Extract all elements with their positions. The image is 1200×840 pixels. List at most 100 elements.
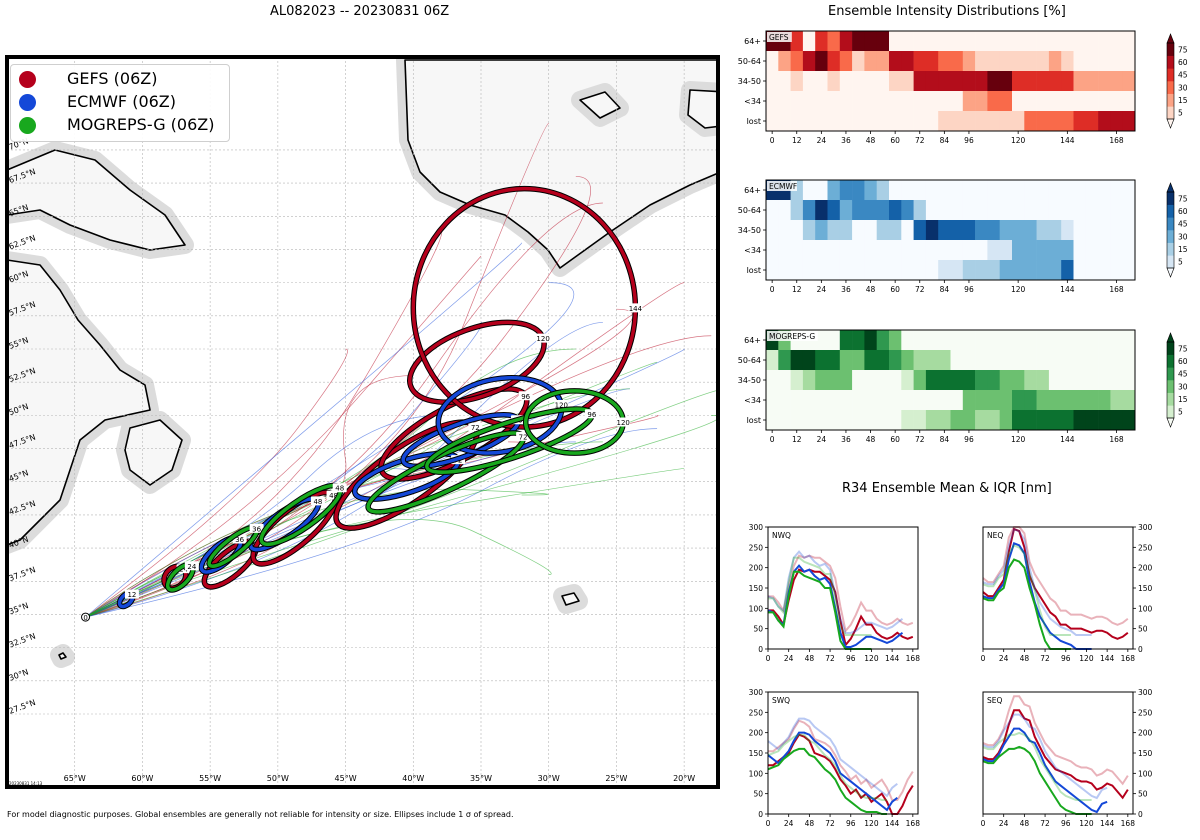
heat-cell — [1012, 390, 1025, 411]
ellipse-label-bg — [536, 333, 551, 343]
heat-cell — [790, 390, 804, 411]
x-tick-label: 168 — [1121, 819, 1136, 828]
heat-cell — [962, 51, 976, 72]
heat-cell — [975, 91, 988, 112]
y-tick-label: 300 — [1138, 523, 1153, 532]
ellipse-label-bg — [616, 417, 631, 427]
heat-cell — [802, 200, 816, 221]
colorbar-tick-label: 5 — [1178, 408, 1183, 417]
heat-cell — [1061, 220, 1074, 241]
heat-cell — [876, 260, 890, 281]
r34-chart-swq: SWQ 0 24 48 72 96 120 144 168 0 50 100 150 200 250 300 — [749, 688, 921, 828]
heat-cell — [975, 410, 988, 431]
heat-cell — [950, 260, 964, 281]
heat-cell — [889, 240, 902, 261]
colorbar-top-arrow — [1166, 33, 1175, 44]
y-tick-label: 200 — [749, 729, 764, 738]
y-tick-label: 250 — [749, 708, 764, 717]
x-tick-label: 0 — [770, 136, 775, 145]
heat-cell — [1098, 51, 1111, 72]
legend-marker — [19, 94, 36, 111]
heat-cell — [790, 220, 804, 241]
heat-cell — [827, 260, 841, 281]
member-track-gefs — [85, 375, 414, 618]
heat-cell — [802, 31, 816, 52]
heat-cell — [1048, 350, 1062, 371]
heat-cell — [1024, 111, 1037, 132]
heat-cell — [889, 51, 902, 72]
x-tick-label: 24 — [784, 819, 794, 828]
ellipse-label-bg — [554, 400, 569, 410]
colorbar-tick-label: 15 — [1178, 245, 1188, 254]
heatmap-tag-bg — [767, 32, 792, 42]
heat-cell — [889, 111, 902, 132]
x-tick-label: 84 — [940, 435, 950, 444]
colorbar-segment — [1167, 93, 1174, 107]
ellipse-label-ecmwf-48: 48 — [313, 498, 322, 506]
colorbar-tick-label: 45 — [1178, 71, 1188, 80]
heat-cell — [925, 180, 939, 201]
r34-bg — [983, 527, 1133, 649]
heat-cell — [889, 220, 902, 241]
heat-cell — [1036, 200, 1050, 221]
heat-cell — [1122, 410, 1136, 431]
heat-cell — [925, 51, 939, 72]
y-tick-label: 100 — [1138, 604, 1153, 613]
legend-item-mogreps: MOGREPS-G (06Z) — [19, 115, 224, 137]
colorbar-tick-label: 75 — [1178, 194, 1188, 203]
heat-cell — [1098, 390, 1111, 411]
row-label: lost — [747, 117, 761, 126]
legend-marker — [19, 71, 36, 88]
heat-cell — [975, 51, 988, 72]
heat-cell — [864, 91, 877, 112]
y-tick-label: 50 — [753, 790, 763, 799]
y-tick-label: 300 — [1138, 688, 1153, 697]
heat-cell — [1073, 180, 1087, 201]
ellipse-label-mogreps-72: 72 — [519, 433, 528, 441]
r34-iqr-ecmwf — [982, 527, 1092, 636]
heat-cell — [1024, 71, 1037, 92]
heat-cell — [938, 51, 951, 72]
ellipse-label-gefs-72: 72 — [471, 424, 480, 432]
heat-cell — [1036, 31, 1050, 52]
x-tick-label: 144 — [1100, 654, 1115, 663]
heat-cell — [766, 200, 779, 221]
heat-cell — [802, 111, 816, 132]
heat-cell — [1048, 31, 1062, 52]
heatmap-gefs: GEFS 64+ 50-64 34-50 <34 lost 0 12 24 36 48 60 72 84 9… — [738, 30, 1188, 145]
heat-cell — [975, 71, 988, 92]
colorbar-segment — [1167, 106, 1174, 120]
heat-cell — [938, 350, 951, 371]
heat-cell — [1073, 390, 1087, 411]
heat-cell — [1061, 240, 1074, 261]
heat-cell — [766, 410, 779, 431]
ellipse-label-ecmwf-36: 36 — [235, 536, 244, 544]
colorbar-frame — [1166, 191, 1175, 269]
x-tick-label: 96 — [1061, 819, 1071, 828]
heat-cell — [1122, 260, 1136, 281]
heat-cell — [901, 220, 914, 241]
heat-cell — [839, 71, 853, 92]
heat-cell — [839, 390, 853, 411]
heat-cell — [889, 71, 902, 92]
r34-iqr-gefs — [982, 695, 1129, 786]
heat-cell — [938, 410, 951, 431]
lon-tick-label: 65°W — [64, 774, 86, 783]
heat-cell — [1073, 71, 1087, 92]
heat-cell — [1024, 350, 1037, 371]
colorbar-tick-label: 15 — [1178, 96, 1188, 105]
heat-cell — [864, 240, 877, 261]
y-tick-label: 100 — [749, 769, 764, 778]
heat-cell — [1048, 200, 1062, 221]
heat-cell — [778, 260, 791, 281]
x-tick-label: 168 — [1109, 136, 1124, 145]
intensity-heatmaps: GEFS 64+ 50-64 34-50 <34 lost 0 12 24 36 48 60 72 84 9… — [738, 30, 1188, 444]
heat-cell — [1048, 390, 1062, 411]
legend-marker — [19, 117, 36, 134]
colorbar-segment — [1167, 255, 1174, 269]
r34-mean-ecmwf — [767, 731, 898, 812]
r34-mean-ecmwf — [982, 541, 1092, 650]
heat-cell — [852, 390, 865, 411]
heat-cell — [901, 260, 914, 281]
